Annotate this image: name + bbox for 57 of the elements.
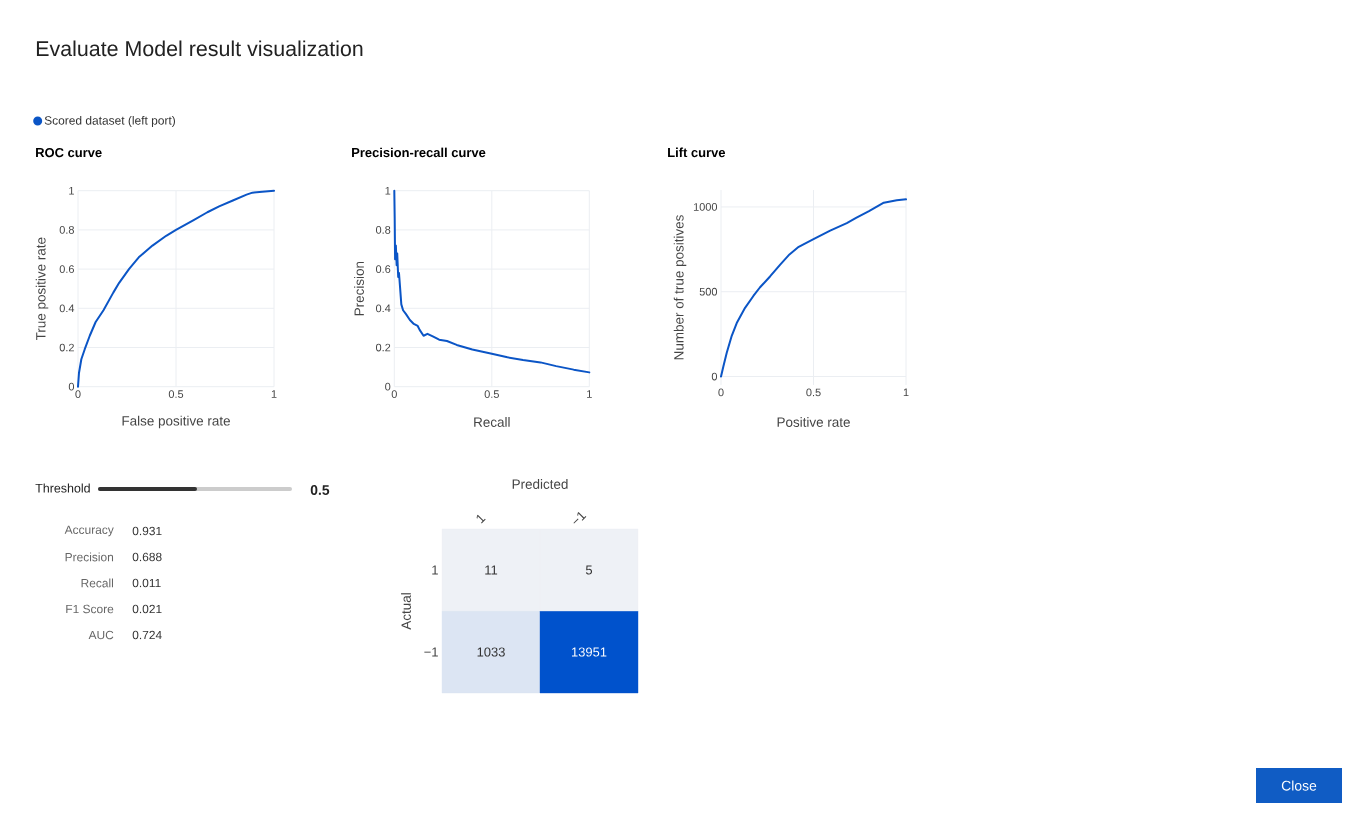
data-label: 0.5: [310, 485, 330, 495]
data-label: 13951: [571, 647, 607, 657]
x-tick-label: 0: [391, 390, 397, 398]
line-series: [393, 189, 591, 374]
data-label: 0.021: [132, 604, 162, 614]
x-axis-title: Recall: [474, 417, 510, 427]
y-axis-title: Precision: [354, 261, 364, 316]
y-tick-label: 0.8: [59, 226, 74, 234]
y-tick-label: 0.6: [375, 265, 391, 273]
y-tick-label: 0.8: [375, 226, 391, 234]
y-tick-label: 0.2: [375, 343, 391, 352]
y-tick-label: 0.2: [59, 343, 74, 352]
y-tick-label: 0: [385, 382, 391, 391]
data-label: 0.724: [132, 630, 162, 640]
category-label: Recall: [81, 578, 113, 588]
y-tick-label: 500: [699, 287, 718, 296]
x-axis-title: False positive rate: [122, 415, 230, 429]
y-tick-label: 0: [711, 372, 718, 381]
y-tick-label: 0.6: [59, 265, 74, 273]
chart-title: ROC curve: [36, 147, 102, 158]
data-label: 0.931: [132, 526, 162, 536]
x-tick-label: 0: [718, 388, 724, 397]
x-tick-label: 0.5: [806, 388, 821, 397]
category-label: Precision: [65, 552, 114, 562]
x-axis-title: Predicted: [512, 479, 568, 489]
y-tick-label: 0.4: [59, 304, 75, 313]
category-label: AUC: [88, 630, 114, 640]
data-label: 5: [585, 565, 593, 575]
text: Close: [1281, 780, 1317, 791]
x-tick-label: 1: [271, 390, 277, 398]
line-series: [720, 198, 908, 378]
legend-label: Scored dataset (left port): [44, 115, 175, 128]
y-tick-label: 1: [69, 186, 74, 195]
x-tick-label: 1: [587, 390, 592, 398]
y-tick-label: 0.4: [375, 304, 391, 313]
y-tick-label: 1: [385, 186, 391, 195]
y-axis-title: Actual: [401, 593, 411, 630]
chart-title: Lift curve: [668, 147, 726, 158]
x-tick-label: 0.5: [168, 390, 184, 398]
data-label: 0.011: [132, 578, 161, 588]
data-label: 1033: [477, 647, 505, 657]
y-tick-label: 0: [68, 382, 75, 391]
y-axis-title: True positive rate: [35, 237, 49, 341]
text: Evaluate Model result visualization: [36, 40, 363, 57]
x-tick-label: 1: [903, 388, 909, 397]
line-series: [77, 189, 275, 388]
data-label: 11: [485, 565, 498, 575]
chart-title: Precision-recall curve: [352, 147, 486, 158]
x-tick-label: 0: [75, 390, 81, 398]
x-tick-label: 0.5: [484, 390, 499, 398]
data-label: 0.688: [132, 552, 162, 562]
x-axis-title: Positive rate: [777, 417, 850, 427]
category-label: F1 Score: [66, 604, 114, 614]
y-tick-label: 1000: [693, 203, 718, 211]
category-label: Accuracy: [64, 525, 114, 537]
y-axis-title: Number of true positives: [673, 215, 687, 360]
category-label: Threshold: [35, 483, 90, 493]
